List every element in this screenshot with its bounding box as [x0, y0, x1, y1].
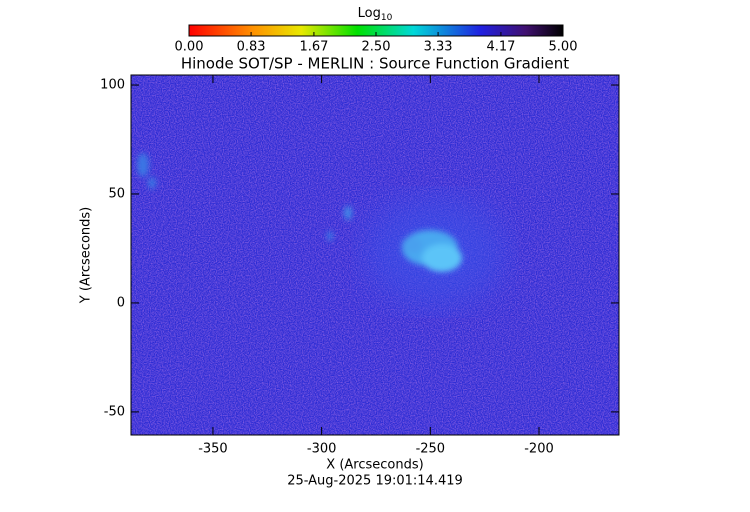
colorbar-tick-label: 3.33 — [424, 40, 453, 55]
y-tick-label: 100 — [100, 78, 125, 93]
x-axis-label: X (Arcseconds) — [326, 458, 423, 473]
colorbar-tick-label: 2.50 — [362, 40, 391, 55]
x-tick-label: -200 — [524, 442, 554, 457]
colorbar-tick-label: 4.17 — [486, 40, 515, 55]
y-tick-label: -50 — [104, 404, 125, 419]
colorbar-label-text: Log — [358, 6, 381, 21]
y-tick-label: 50 — [108, 186, 125, 201]
colorbar-tick-label: 0.83 — [237, 40, 266, 55]
image — [131, 75, 619, 435]
colorbar-tick-label: 0.00 — [175, 40, 204, 55]
x-tick-label: -350 — [198, 442, 228, 457]
colorbar-tick-label: 1.67 — [299, 40, 328, 55]
chart-title: Hinode SOT/SP - MERLIN : Source Function… — [181, 55, 569, 73]
plot-frame — [130, 74, 620, 436]
colorbar-label: Log10 — [358, 6, 393, 23]
x-tick-label: -250 — [416, 442, 446, 457]
footer: 25-Aug-2025 19:01:14.419 — [287, 474, 463, 489]
colorbar-label-sub: 10 — [381, 13, 393, 23]
x-tick-label: -300 — [307, 442, 337, 457]
y-axis-label: Y (Arcseconds) — [79, 207, 94, 304]
colorbar-tick-label: 5.00 — [549, 40, 578, 55]
y-tick-label: 0 — [117, 295, 125, 310]
